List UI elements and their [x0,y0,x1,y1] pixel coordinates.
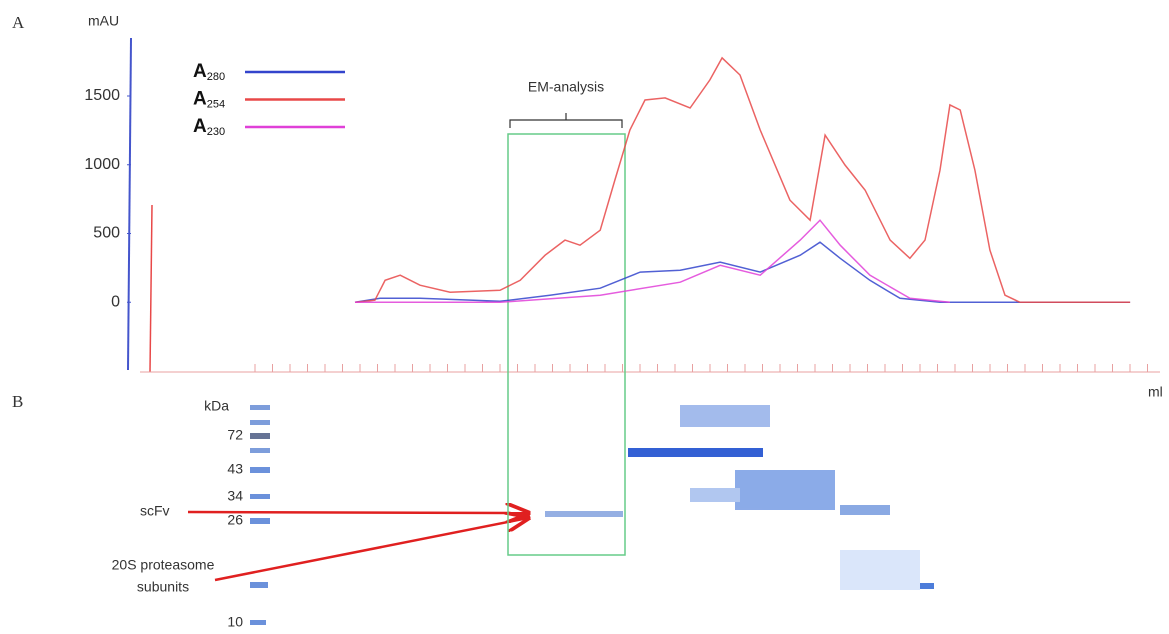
annotation: EM-analysis [528,79,604,95]
fraction-scale [255,364,1148,372]
gel-band [250,518,270,524]
gel-unit: kDa [204,398,229,414]
legend-label: A280 [193,61,225,83]
gel-band [628,448,763,457]
y-axis-label: mAU [88,13,119,29]
gel-label: scFv [140,503,170,519]
marker-label: 34 [227,488,243,504]
gel-band [250,420,270,425]
data-line [355,242,1130,302]
bracket [510,113,622,128]
legend-label: A254 [193,89,225,111]
gel [250,405,934,625]
panel-label: A [12,13,25,32]
marker-label: 10 [227,614,243,630]
gel-band [690,488,740,502]
data-line [355,58,1130,302]
gel-band [545,511,623,517]
marker-label: 72 [227,427,243,443]
gel-band [250,582,268,588]
marker-label: 26 [227,512,243,528]
gel-band [735,470,835,510]
gel-band [250,433,270,439]
gel-band [250,494,270,499]
x-axis-label: ml [1148,384,1163,400]
gel-band [250,467,270,473]
legend-label: A230 [193,116,225,138]
panel-label: B [12,392,23,411]
y-tick-label: 500 [93,225,120,242]
gel-band [680,405,770,427]
gel-band [840,550,920,590]
gel-label: subunits [137,579,189,595]
figure: A B mAU ml EM-analysis kDa 72 43 34 26 1… [0,0,1169,634]
y-tick-label: 1000 [84,156,120,173]
y-tick-label: 0 [111,293,120,310]
gel-band [250,448,270,453]
gel-band [250,620,266,625]
gel-band [840,505,890,515]
marker-label: 43 [227,461,243,477]
y-tick-label: 1500 [84,87,120,104]
y-axis [128,38,131,370]
gel-label: 20S proteasome [112,557,215,573]
gel-band [250,405,270,410]
arrow [215,518,528,580]
em-box [508,134,625,555]
data-line [355,220,950,302]
injection-spike [150,205,152,372]
arrow [188,512,528,513]
